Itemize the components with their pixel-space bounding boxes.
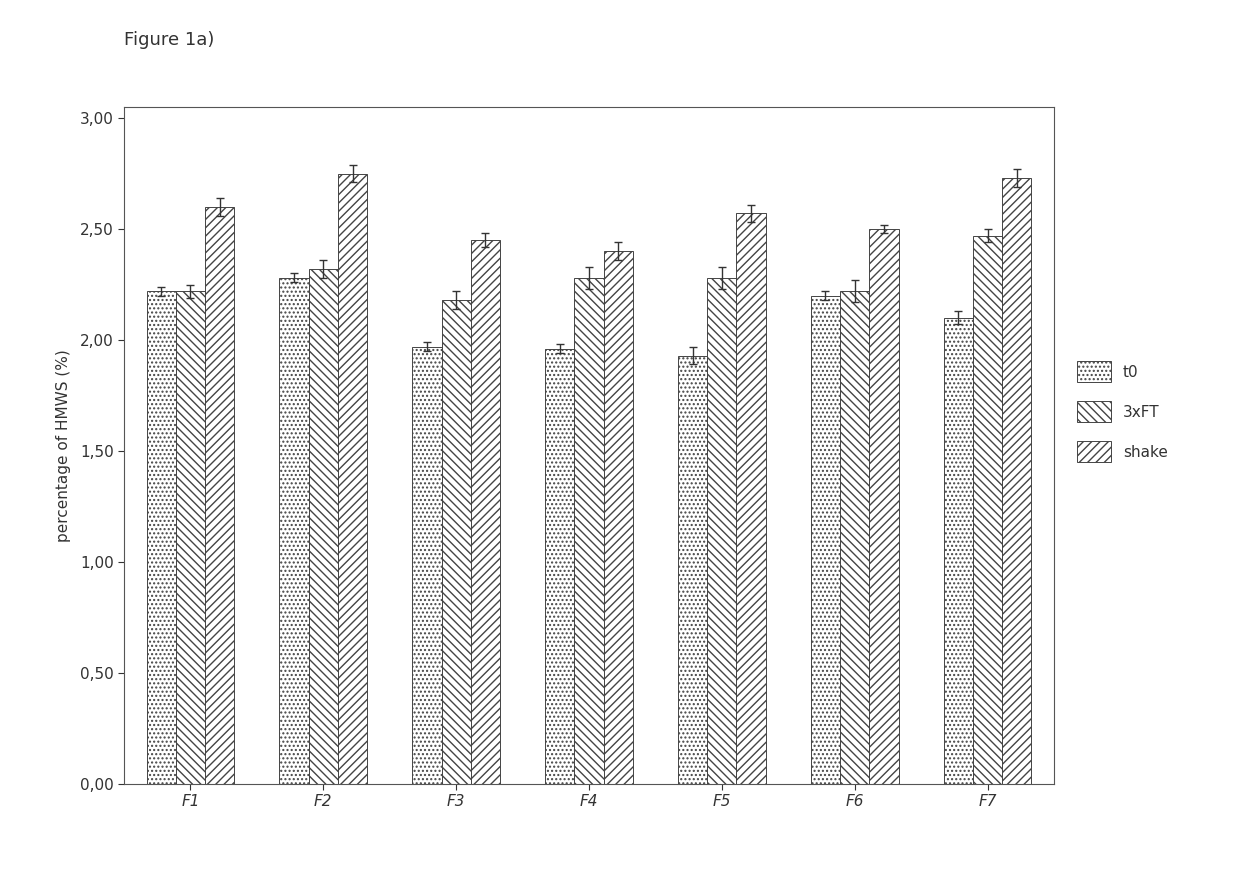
Bar [973, 236, 1002, 784]
Bar [279, 278, 309, 784]
Bar [546, 349, 574, 784]
Bar [811, 296, 841, 784]
Bar [205, 207, 234, 784]
Bar [146, 291, 176, 784]
Bar [707, 278, 737, 784]
Bar [176, 291, 205, 784]
Legend: t0, 3xFT, shake: t0, 3xFT, shake [1071, 355, 1174, 469]
Y-axis label: percentage of HMWS (%): percentage of HMWS (%) [56, 349, 72, 542]
Bar [841, 291, 869, 784]
Text: Figure 1a): Figure 1a) [124, 31, 215, 49]
Bar [471, 241, 500, 784]
Bar [441, 300, 471, 784]
Bar [337, 174, 367, 784]
Bar [678, 356, 707, 784]
Bar [574, 278, 604, 784]
Bar [309, 269, 337, 784]
Bar [869, 229, 899, 784]
Bar [737, 214, 765, 784]
Bar [412, 347, 441, 784]
Bar [944, 318, 973, 784]
Bar [1002, 178, 1032, 784]
Bar [604, 251, 632, 784]
